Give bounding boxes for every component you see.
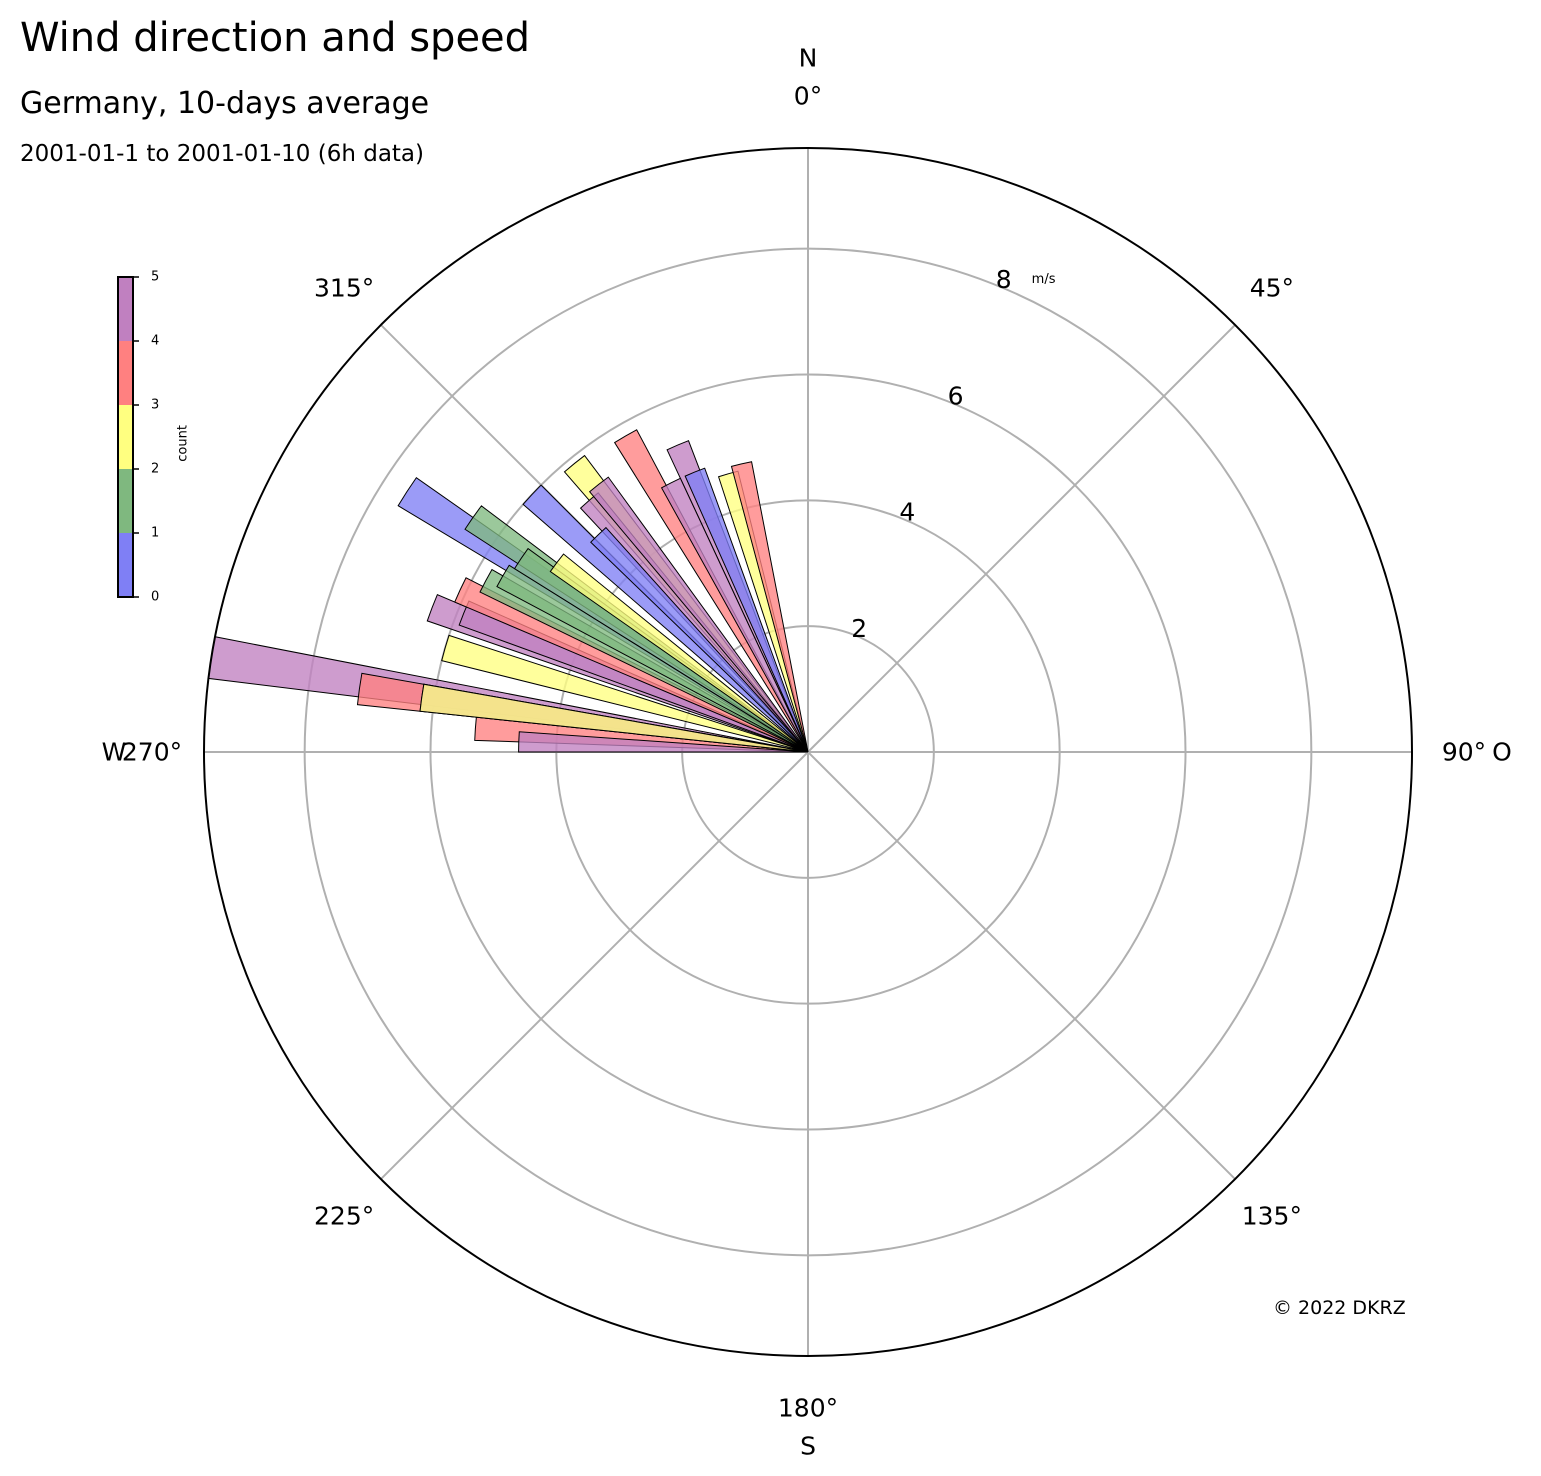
angle-tick-label: 45° [1250,274,1294,303]
wind-bar [419,683,809,753]
colorbar-tick-label: 0 [151,590,159,605]
wind-bar [441,634,809,753]
colorbar-tick-label: 4 [151,334,159,349]
colorbar-segment [118,341,133,405]
colorbar-frame [117,276,134,598]
polar-labels: 0° 45° 90° 135° 180° 225° 270° 315° N O S W 2 4 6 8 m/s [102,44,1512,1461]
compass-label: N [799,44,818,73]
angle-tick-label: 270° [122,738,182,767]
angle-tick-label: 135° [1242,1201,1302,1230]
wind-bar [588,476,809,753]
wind-bar [613,429,809,753]
wind-bar [666,440,809,753]
date-range-label: 2001-01-1 to 2001-01-10 (6h data) [20,141,424,167]
wind-bar [660,477,809,753]
radial-tick-label: 4 [899,498,915,527]
compass-label: W [102,738,127,767]
wind-bar [518,731,809,753]
angular-gridline [807,751,1236,1180]
compass-label: O [1492,738,1512,767]
wind-bar [549,553,809,753]
angle-tick-label: 0° [794,82,822,111]
colorbar: 0 1 2 3 4 5 count [117,270,191,605]
colorbar-tick-label: 5 [151,270,159,285]
angular-gridline [380,751,809,1180]
angular-gridline [807,324,1236,753]
compass-label: S [800,1432,816,1461]
colorbar-segment [118,405,133,469]
radial-tick-label: 8 [996,265,1012,294]
polar-frame [203,147,1413,1357]
colorbar-segment [118,277,133,341]
angle-tick-label: 180° [778,1394,838,1423]
wind-bar [590,526,809,753]
radial-tick-label: 2 [851,614,867,643]
angle-tick-label: 315° [314,274,374,303]
wind-bars [207,429,809,753]
angle-tick-label: 90° [1442,738,1486,767]
copyright-notice: © 2022 DKRZ [1273,1297,1406,1319]
colorbar-segment [118,533,133,597]
chart-title: Wind direction and speed [20,15,531,61]
wind-bar [522,484,809,753]
wind-bar [496,564,809,753]
colorbar-label: count [176,425,191,462]
colorbar-tick-label: 1 [151,526,159,541]
angle-tick-label: 225° [314,1201,374,1230]
polar-grid [204,148,1412,1356]
colorbar-tick-label: 3 [151,398,159,413]
chart-subtitle: Germany, 10-days average [20,86,430,121]
wind-bar [684,467,809,753]
colorbar-segment [118,469,133,533]
radial-tick-label: 6 [948,381,964,410]
radial-unit-label: m/s [1032,272,1056,287]
colorbar-tick-label: 2 [151,462,159,477]
wind-bar [730,461,809,753]
